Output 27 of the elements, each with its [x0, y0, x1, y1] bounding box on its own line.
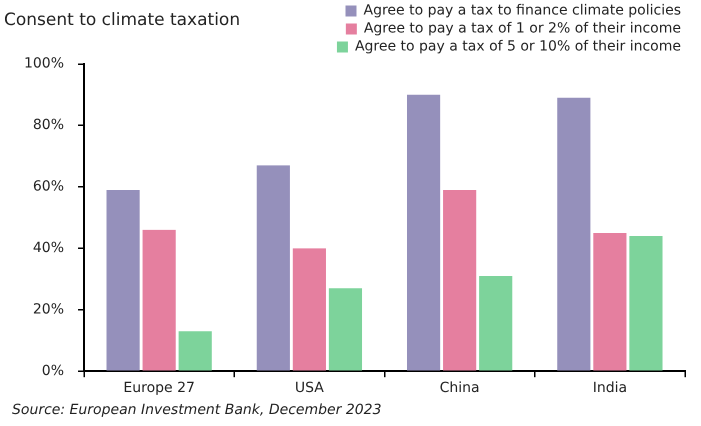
bar: [328, 288, 362, 370]
bar: [629, 236, 663, 370]
bar: [106, 190, 140, 370]
y-tick-label: 100%: [24, 56, 64, 72]
source-note: Source: European Investment Bank, December 2023: [12, 402, 382, 418]
bar: [479, 276, 512, 370]
y-tick-label: 80%: [32, 117, 64, 134]
bar: [557, 98, 590, 370]
chart-title: Consent to climate taxation: [4, 10, 240, 30]
bar: [142, 230, 176, 370]
bar: [443, 190, 476, 370]
y-tick-label: 40%: [32, 240, 64, 256]
x-tick-label: Europe 27: [123, 380, 195, 396]
legend-label: Agree to pay a tax of 1 or 2% of their income: [364, 20, 682, 37]
bar: [178, 331, 212, 370]
y-tick-label: 20%: [32, 301, 64, 318]
legend-label: Agree to pay a tax of 5 or 10% of their income: [354, 38, 681, 55]
bar: [292, 248, 326, 370]
bar: [593, 232, 626, 370]
legend-label: Agree to pay a tax to finance climate policies: [363, 2, 682, 19]
bar: [256, 165, 290, 370]
x-tick-label: China: [440, 380, 480, 396]
y-tick-label: 0%: [42, 362, 64, 379]
bar: [406, 94, 440, 370]
x-tick-label: India: [592, 380, 628, 396]
x-tick-label: USA: [294, 380, 324, 396]
y-tick-label: 60%: [32, 178, 64, 195]
